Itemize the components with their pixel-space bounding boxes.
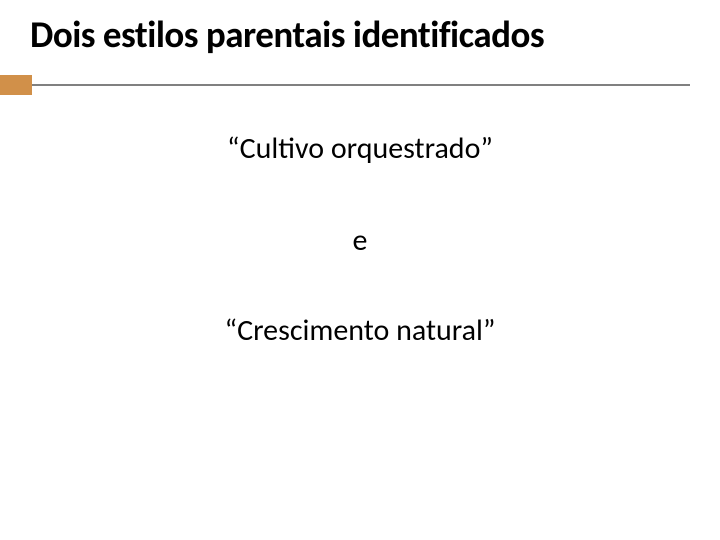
title-block: Dois estilos parentais identificados (30, 12, 544, 57)
body-line-3: “Crescimento natural” (0, 312, 720, 349)
body-line-1: “Cultivo orquestrado” (0, 130, 720, 167)
accent-box (0, 75, 32, 95)
divider-line (32, 84, 690, 86)
slide-title: Dois estilos parentais identificados (30, 12, 544, 57)
body-line-2: e (0, 222, 720, 259)
slide: Dois estilos parentais identificados “Cu… (0, 0, 720, 540)
